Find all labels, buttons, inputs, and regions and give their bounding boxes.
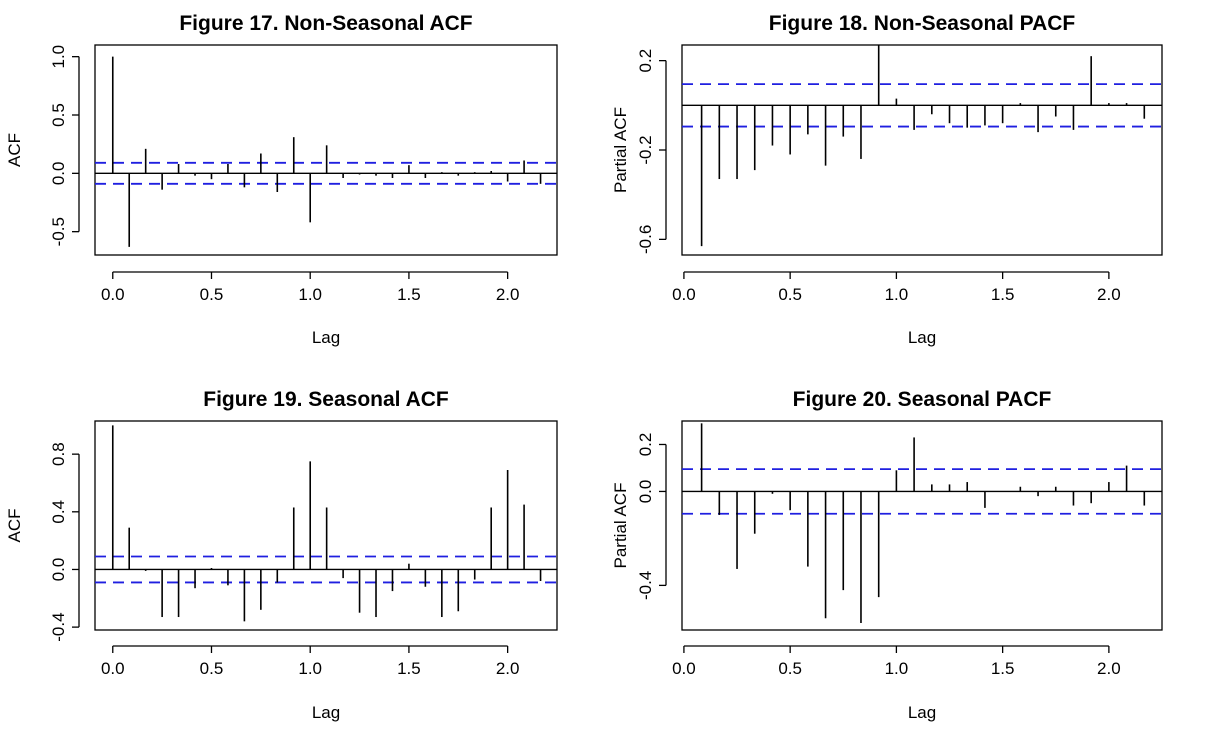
- chart-title: Figure 20. Seasonal PACF: [793, 388, 1052, 411]
- y-axis-label: ACF: [5, 133, 24, 167]
- y-tick-label: 0.2: [636, 433, 655, 457]
- x-tick-label: 1.0: [298, 285, 322, 304]
- x-tick-label: 1.0: [885, 285, 909, 304]
- y-axis-label: Partial ACF: [611, 107, 630, 193]
- plot-frame: [681, 44, 1163, 256]
- x-tick-label: 0.5: [778, 285, 802, 304]
- y-tick-label: 0.5: [49, 103, 68, 127]
- y-tick-label: -0.4: [636, 571, 655, 600]
- plot-frame: [94, 420, 558, 631]
- x-tick-label: 1.5: [991, 285, 1015, 304]
- x-tick-label: 1.0: [298, 659, 322, 678]
- y-tick-label: 0.8: [49, 442, 68, 466]
- x-tick-label: 1.5: [397, 285, 421, 304]
- y-tick-label: 0.2: [636, 49, 655, 73]
- y-tick-label: 1.0: [49, 45, 68, 69]
- x-tick-label: 0.0: [672, 659, 696, 678]
- x-tick-label: 2.0: [496, 285, 520, 304]
- y-tick-label: 0.0: [49, 162, 68, 186]
- plot-frame: [681, 420, 1163, 631]
- chart-panel-2: Figure 18. Non-Seasonal PACF 0.0 0.5 1.0 1.5…: [611, 12, 1163, 347]
- y-tick-label: -0.4: [49, 612, 68, 641]
- x-tick-label: 0.5: [778, 659, 802, 678]
- x-tick-label: 1.5: [397, 659, 421, 678]
- chart-title: Figure 19. Seasonal ACF: [203, 388, 449, 411]
- x-tick-label: 0.0: [101, 659, 125, 678]
- y-axis-label: ACF: [5, 509, 24, 543]
- chart-title: Figure 17. Non-Seasonal ACF: [179, 12, 472, 35]
- y-tick-label: 0.4: [49, 500, 68, 524]
- x-axis-label: Lag: [908, 703, 936, 722]
- chart-panel-3: Figure 19. Seasonal ACF 0.0 0.5 1.0 1.5 2.0 -0…: [5, 388, 558, 722]
- x-tick-label: 1.5: [991, 659, 1015, 678]
- y-tick-label: -0.6: [636, 225, 655, 254]
- x-axis-label: Lag: [312, 703, 340, 722]
- y-tick-label: 0.0: [49, 558, 68, 582]
- y-tick-label: -0.5: [49, 217, 68, 246]
- x-axis-label: Lag: [908, 328, 936, 347]
- plot-frame: [94, 44, 558, 256]
- x-tick-label: 0.5: [200, 659, 224, 678]
- x-tick-label: 2.0: [1097, 659, 1121, 678]
- chart-title: Figure 18. Non-Seasonal PACF: [769, 12, 1076, 35]
- x-tick-label: 0.0: [101, 285, 125, 304]
- x-tick-label: 2.0: [1097, 285, 1121, 304]
- y-tick-label: -0.2: [636, 135, 655, 164]
- x-tick-label: 0.0: [672, 285, 696, 304]
- x-axis-label: Lag: [312, 328, 340, 347]
- x-tick-label: 0.5: [200, 285, 224, 304]
- y-axis-label: Partial ACF: [611, 483, 630, 569]
- chart-panel-1: Figure 17. Non-Seasonal ACF 0.0 0.5 1.0 1.5 2…: [5, 12, 558, 347]
- x-tick-label: 2.0: [496, 659, 520, 678]
- x-tick-label: 1.0: [885, 659, 909, 678]
- y-tick-label: 0.0: [636, 480, 655, 504]
- chart-panel-4: Figure 20. Seasonal PACF 0.0 0.5 1.0 1.5 2.0 -…: [611, 388, 1163, 722]
